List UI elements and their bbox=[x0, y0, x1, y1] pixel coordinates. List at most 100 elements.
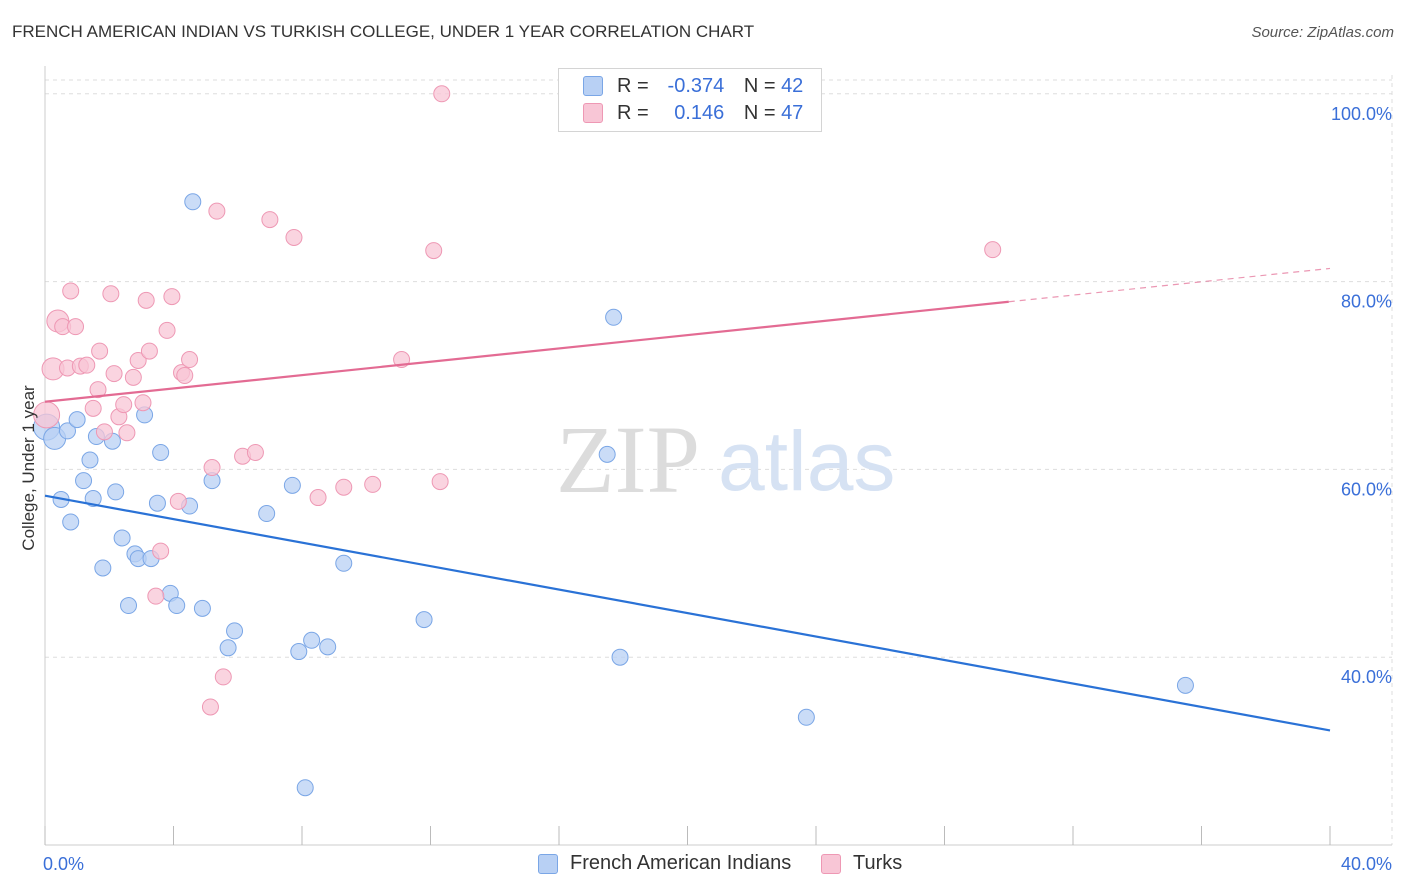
y-tick-label: 40.0% bbox=[1341, 667, 1392, 687]
point-blue bbox=[415, 611, 433, 629]
point-pink bbox=[203, 459, 221, 477]
point-pink bbox=[118, 424, 136, 442]
y-axis-title: College, Under 1 year bbox=[19, 385, 38, 551]
tick-labels: 100.0% 80.0% 60.0% 40.0% 0.0% 40.0% College, U… bbox=[19, 104, 1392, 874]
point-blue bbox=[94, 559, 112, 577]
bottom-legend-label: French American Indians bbox=[570, 852, 792, 874]
point-pink bbox=[425, 242, 443, 260]
point-blue bbox=[258, 505, 276, 523]
scatter-points bbox=[33, 85, 1194, 797]
point-pink bbox=[176, 366, 194, 384]
point-pink bbox=[169, 492, 187, 510]
point-pink bbox=[137, 291, 155, 309]
point-pink bbox=[984, 241, 1002, 259]
point-pink bbox=[335, 478, 353, 496]
legend-swatch-pink bbox=[583, 103, 603, 123]
point-pink bbox=[134, 394, 152, 412]
point-pink bbox=[147, 587, 165, 605]
point-pink bbox=[124, 368, 142, 386]
trend-line-dashed-pink bbox=[1008, 267, 1331, 303]
point-blue bbox=[1176, 676, 1194, 694]
point-pink bbox=[201, 698, 219, 716]
chart-title: FRENCH AMERICAN INDIAN VS TURKISH COLLEG… bbox=[12, 22, 755, 41]
point-pink bbox=[246, 443, 264, 461]
point-pink bbox=[102, 285, 120, 303]
point-blue bbox=[184, 193, 202, 211]
point-blue bbox=[152, 443, 170, 461]
point-pink bbox=[208, 202, 226, 220]
y-tick-label: 80.0% bbox=[1341, 292, 1392, 312]
source-label: Source: ZipAtlas.com bbox=[1251, 24, 1394, 41]
point-pink bbox=[67, 318, 85, 336]
trend-lines bbox=[44, 267, 1331, 732]
point-pink bbox=[261, 211, 279, 229]
legend-r-value: 0.146 bbox=[674, 102, 725, 124]
correlation-legend: R = -0.374 N = 42 R = 0.146 N = 47 bbox=[558, 68, 822, 132]
point-blue bbox=[107, 483, 125, 501]
watermark-zip: ZIP bbox=[556, 406, 700, 513]
point-pink bbox=[214, 668, 232, 686]
legend-n-value: 47 bbox=[781, 102, 804, 124]
bottom-legend-swatch-pink bbox=[821, 854, 841, 874]
point-pink bbox=[140, 342, 158, 360]
point-blue bbox=[81, 451, 99, 469]
legend-swatch-blue bbox=[583, 76, 603, 96]
point-pink bbox=[95, 423, 113, 441]
bottom-legend-label: Turks bbox=[853, 852, 903, 874]
point-pink bbox=[78, 356, 96, 374]
point-blue bbox=[168, 597, 186, 615]
point-blue bbox=[148, 494, 166, 512]
point-blue bbox=[62, 513, 80, 531]
point-blue bbox=[58, 422, 76, 440]
y-tick-label: 60.0% bbox=[1341, 479, 1392, 499]
point-pink bbox=[364, 475, 382, 493]
trend-line-blue bbox=[44, 494, 1331, 732]
legend-n-value: 42 bbox=[781, 75, 804, 97]
point-blue bbox=[226, 622, 244, 640]
point-pink bbox=[431, 473, 449, 491]
point-pink bbox=[62, 282, 80, 300]
point-blue bbox=[113, 529, 131, 547]
point-blue bbox=[598, 445, 616, 463]
point-blue bbox=[296, 779, 314, 797]
point-pink bbox=[105, 365, 123, 383]
point-blue bbox=[319, 638, 337, 656]
point-blue bbox=[219, 639, 237, 657]
point-pink bbox=[181, 351, 199, 369]
x-tick-label: 0.0% bbox=[43, 854, 84, 874]
legend-r-label: R = bbox=[617, 75, 649, 97]
point-blue bbox=[335, 554, 353, 572]
point-blue bbox=[303, 631, 321, 649]
point-blue bbox=[75, 472, 93, 490]
x-tick-label: 40.0% bbox=[1341, 854, 1392, 874]
point-pink bbox=[285, 228, 303, 246]
point-pink bbox=[163, 288, 181, 306]
point-pink bbox=[115, 396, 133, 414]
axes bbox=[44, 66, 1392, 846]
point-pink bbox=[91, 342, 109, 360]
watermark: ZIP atlas bbox=[556, 406, 895, 513]
point-pink bbox=[433, 85, 451, 103]
watermark-atlas: atlas bbox=[718, 414, 895, 508]
point-blue bbox=[120, 597, 138, 615]
legend-r-value: -0.374 bbox=[667, 75, 725, 97]
point-blue bbox=[84, 490, 102, 507]
point-blue bbox=[611, 648, 629, 666]
trend-line-pink bbox=[44, 300, 1009, 403]
point-pink bbox=[89, 381, 107, 399]
point-pink bbox=[309, 489, 327, 507]
point-blue bbox=[283, 476, 301, 494]
point-pink bbox=[84, 399, 102, 417]
point-blue bbox=[605, 308, 623, 326]
legend-n-label: N = bbox=[743, 75, 776, 97]
point-pink bbox=[158, 321, 176, 339]
point-blue bbox=[68, 411, 86, 429]
point-blue bbox=[290, 643, 308, 661]
y-tick-label: 100.0% bbox=[1331, 104, 1392, 124]
legend-r-label: R = bbox=[617, 102, 649, 124]
point-blue bbox=[797, 708, 815, 726]
point-blue bbox=[193, 599, 211, 617]
bottom-legend-swatch-blue bbox=[538, 854, 558, 874]
point-pink bbox=[129, 351, 147, 369]
